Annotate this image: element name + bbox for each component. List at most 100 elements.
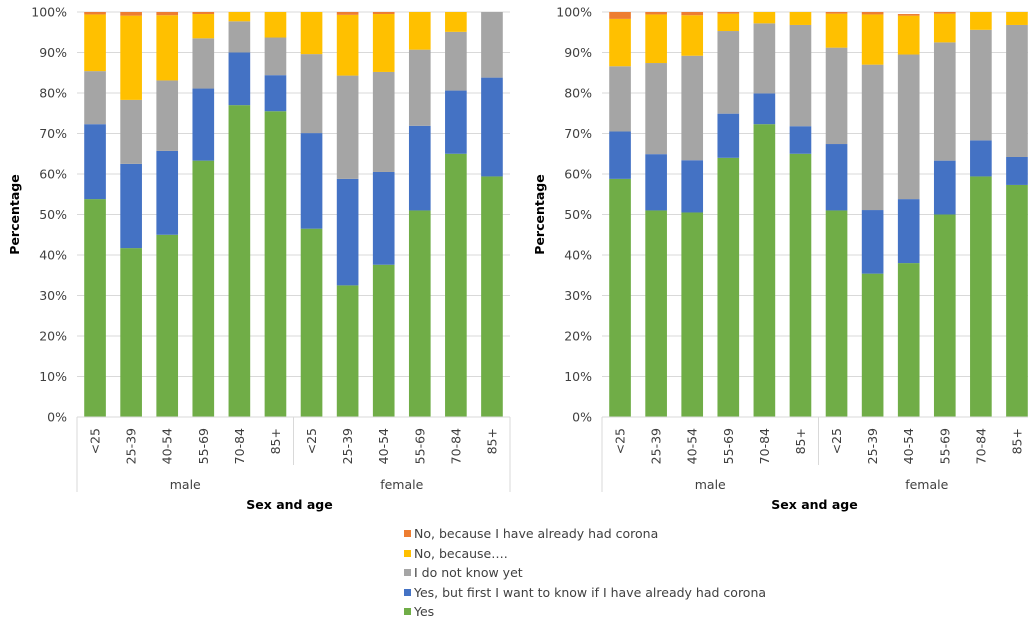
group-label: male — [695, 477, 726, 492]
bar-segment — [120, 15, 142, 100]
y-tick-label: 100% — [556, 5, 592, 20]
group-label: male — [170, 477, 201, 492]
y-tick-label: 20% — [564, 329, 592, 344]
bar-segment — [192, 160, 215, 417]
bar-segment — [408, 12, 431, 50]
bar-segment — [970, 12, 992, 30]
bar-segment — [481, 176, 503, 417]
bar-segment — [645, 154, 667, 211]
bar-segment — [609, 12, 631, 19]
bar-segment — [192, 12, 215, 15]
x-tick-label: 55-69 — [412, 428, 427, 464]
y-axis-title: Percentage — [7, 174, 22, 254]
bar-segment — [753, 93, 776, 125]
legend-swatch — [404, 530, 411, 538]
bar-segment — [789, 24, 812, 127]
bar-segment — [1006, 12, 1028, 25]
x-tick-label: 40-54 — [685, 428, 700, 464]
bar-segment — [372, 71, 395, 172]
bar-segment — [156, 12, 179, 16]
bar-segment — [228, 12, 251, 22]
bar-segment — [120, 248, 142, 417]
bar-segment — [192, 88, 215, 161]
bar-segment — [753, 23, 776, 94]
bar-segment — [609, 18, 631, 67]
bar-segment — [861, 273, 884, 417]
bar-segment — [933, 160, 956, 215]
bar-segment — [1006, 184, 1028, 417]
bar-segment — [897, 14, 920, 16]
y-tick-label: 90% — [39, 45, 67, 60]
bar-segment — [84, 71, 106, 125]
bar-segment — [897, 15, 920, 55]
x-tick-label: 25-39 — [124, 428, 139, 464]
bar-segment — [84, 14, 106, 72]
legend-label: Yes — [414, 604, 435, 620]
bar-segment — [933, 13, 956, 43]
bar-segment — [445, 31, 467, 91]
x-tick-label: 25-39 — [649, 428, 664, 464]
bar-segment — [228, 21, 251, 53]
bar-segment — [825, 13, 848, 48]
bar-segment — [717, 13, 740, 32]
y-tick-label: 0% — [47, 410, 67, 425]
x-tick-label: 70-84 — [448, 428, 463, 464]
bar-segment — [84, 124, 106, 200]
legend-label: I do not know yet — [414, 565, 523, 581]
y-tick-label: 70% — [39, 126, 67, 141]
bar-segment — [861, 14, 884, 65]
bar-segment — [264, 12, 287, 38]
bar-segment — [681, 15, 704, 56]
figure: 0% 10% 20% 30% 40% 50% 60% 70% 80% 90% 100% <25 25-3… — [7, 5, 1028, 512]
x-tick-label: 85+ — [793, 428, 808, 454]
x-tick-label: 25-39 — [340, 428, 355, 464]
bar-segment — [789, 126, 812, 154]
bar-segment — [481, 12, 503, 78]
bar-segment — [372, 171, 395, 265]
y-tick-label: 30% — [564, 288, 592, 303]
bar-segment — [156, 234, 179, 417]
group-label: female — [905, 477, 948, 492]
x-tick-label: 70-84 — [232, 428, 247, 464]
bar-segment — [336, 285, 359, 417]
bar-segment — [408, 125, 431, 211]
bar-segment — [897, 263, 920, 417]
bar-segment — [645, 210, 667, 417]
bar-segment — [156, 150, 179, 235]
y-tick-label: 70% — [564, 126, 592, 141]
x-tick-label: 55-69 — [196, 428, 211, 464]
bar-segment — [445, 90, 467, 154]
bar-segment — [825, 144, 848, 211]
bar-segment — [300, 228, 323, 417]
bar-segment — [264, 37, 287, 76]
bar-segment — [84, 12, 106, 15]
bar-segment — [300, 12, 323, 55]
y-tick-label: 80% — [39, 86, 67, 101]
legend-swatch — [404, 588, 411, 596]
y-tick-label: 60% — [39, 167, 67, 182]
bar-segment — [861, 64, 884, 211]
legend-swatch — [404, 569, 411, 577]
bar-segment — [933, 42, 956, 161]
x-axis-title: Sex and age — [246, 497, 332, 512]
bar-segment — [753, 12, 776, 24]
y-tick-label: 90% — [564, 45, 592, 60]
x-tick-label: 55-69 — [721, 428, 736, 464]
y-tick-label: 50% — [39, 207, 67, 222]
bar-segment — [609, 178, 631, 417]
bar-segment — [408, 210, 431, 417]
bar-segment — [228, 105, 251, 418]
bar-segment — [228, 52, 251, 106]
bar-segment — [372, 12, 395, 15]
bar-segment — [300, 54, 323, 134]
bar-segment — [408, 49, 431, 126]
bar-segment — [264, 111, 287, 417]
bar-segment — [84, 199, 106, 417]
bar-segment — [753, 124, 776, 417]
bar-segment — [1006, 24, 1028, 157]
legend-label: Yes, but first I want to know if I have … — [414, 584, 767, 600]
bar-segment — [481, 77, 503, 177]
x-tick-label: 40-54 — [160, 428, 175, 464]
bar-segment — [645, 12, 667, 15]
bar-segment — [192, 38, 215, 89]
